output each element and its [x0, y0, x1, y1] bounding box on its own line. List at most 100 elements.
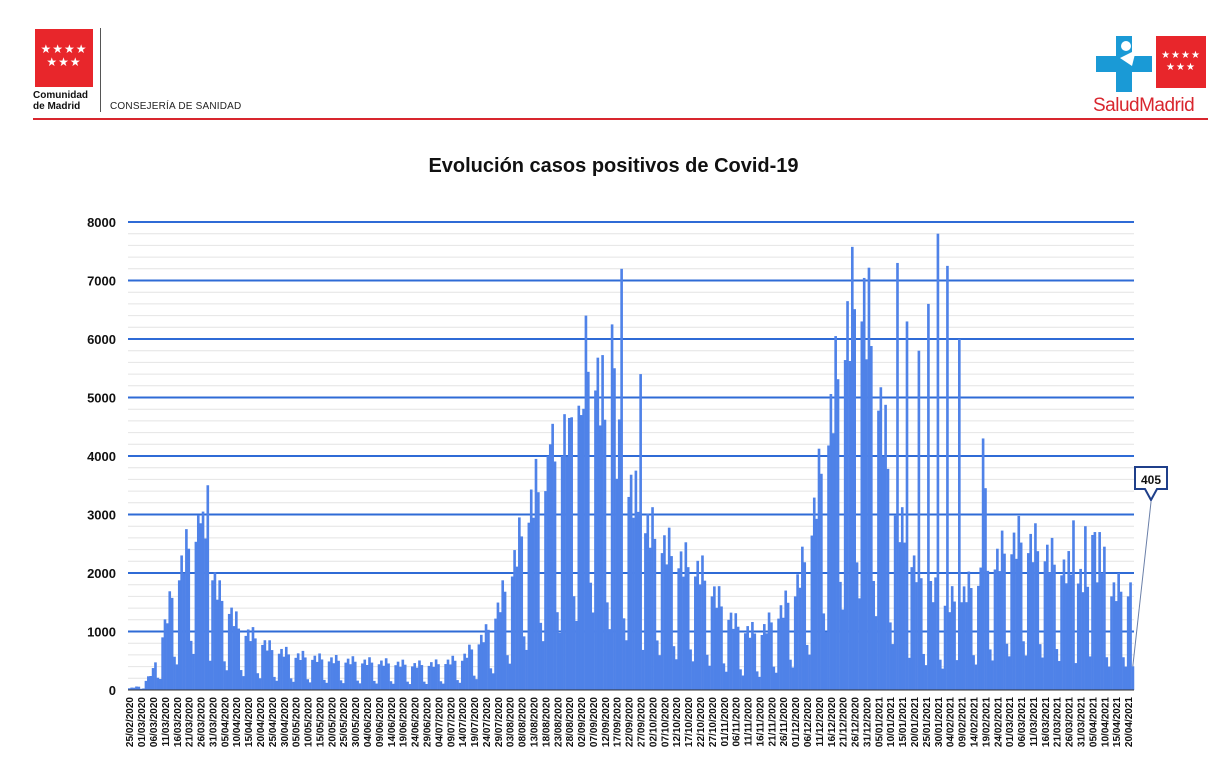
x-tick-label: 30/01/2021 — [934, 697, 945, 747]
logo-divider — [100, 28, 101, 112]
bar — [185, 529, 188, 691]
y-tick-label: 3000 — [87, 508, 116, 523]
bar — [865, 359, 868, 690]
bar — [358, 683, 362, 690]
bar — [472, 675, 476, 690]
bar — [817, 448, 821, 690]
x-tick-label: 21/11/2020 — [767, 697, 778, 747]
x-tick-label: 10/01/2021 — [886, 697, 897, 747]
stars-icon: ★★★★ ★★★ — [40, 42, 88, 69]
bar — [948, 612, 952, 690]
bar — [938, 659, 942, 690]
bar — [670, 556, 673, 690]
bar — [494, 618, 497, 690]
bar — [532, 517, 535, 690]
bar — [372, 680, 376, 690]
x-tick-label: 24/07/2020 — [482, 697, 493, 747]
x-tick-label: 10/04/2020 — [232, 697, 243, 747]
bar — [263, 640, 267, 690]
bar — [563, 414, 566, 690]
bar — [969, 588, 973, 690]
bar — [986, 570, 990, 690]
bar — [610, 324, 614, 691]
bar — [758, 676, 761, 690]
bar — [1095, 582, 1099, 690]
bar — [922, 653, 925, 690]
bar — [943, 605, 947, 690]
bar — [955, 660, 959, 690]
bar — [1086, 586, 1090, 690]
bar — [556, 612, 559, 690]
bar — [301, 650, 305, 690]
bar — [841, 609, 845, 690]
bar — [206, 485, 210, 690]
bar — [625, 640, 628, 690]
bar — [1100, 573, 1104, 690]
bar — [696, 560, 700, 690]
x-tick-label: 06/11/2020 — [732, 697, 743, 747]
org-name-line2: de Madrid — [33, 101, 81, 112]
x-tick-label: 14/06/2020 — [387, 697, 398, 747]
bar — [487, 629, 490, 690]
bar — [201, 511, 205, 690]
x-tick-label: 09/02/2021 — [958, 697, 969, 747]
bar — [161, 637, 164, 690]
department-name: CONSEJERÍA DE SANIDAD — [110, 101, 242, 112]
bar — [741, 675, 745, 690]
bar — [330, 657, 333, 690]
bar — [430, 662, 433, 690]
bar — [339, 680, 343, 690]
bar — [703, 580, 707, 690]
bar — [915, 582, 918, 690]
bar — [786, 602, 790, 690]
bar — [572, 596, 576, 690]
bar — [848, 361, 852, 690]
bar — [594, 390, 597, 690]
x-tick-label: 01/12/2020 — [791, 697, 802, 747]
bar — [974, 664, 978, 690]
bar — [617, 419, 621, 690]
x-tick-label: 25/04/2020 — [268, 697, 279, 747]
bar — [577, 405, 581, 690]
bar — [739, 669, 742, 690]
bar — [732, 628, 735, 690]
bar — [239, 670, 243, 690]
bar — [858, 598, 861, 690]
bar — [499, 612, 502, 690]
bar — [539, 622, 543, 690]
bar — [934, 577, 937, 690]
bar — [958, 339, 961, 690]
bar — [584, 315, 588, 690]
bar — [151, 668, 155, 690]
bar — [337, 660, 340, 690]
bar — [147, 676, 150, 690]
bar — [1103, 546, 1106, 690]
x-tick-label: 16/11/2020 — [755, 697, 766, 747]
bar — [441, 683, 445, 690]
bar — [567, 417, 571, 690]
bar — [627, 496, 631, 690]
bar — [1012, 532, 1016, 690]
chart-title: Evolución casos positivos de Covid-19 — [428, 155, 799, 177]
bar — [717, 586, 721, 690]
bar — [889, 622, 892, 690]
bar — [344, 662, 348, 690]
bar — [515, 566, 519, 690]
bar — [1110, 596, 1113, 690]
bar — [1010, 554, 1013, 690]
bar — [767, 612, 771, 690]
bar — [606, 602, 609, 690]
bar — [173, 656, 176, 690]
bar — [622, 618, 626, 690]
bar — [677, 568, 681, 690]
x-tick-label: 20/05/2020 — [327, 697, 338, 747]
bar — [377, 664, 381, 690]
bar — [1084, 526, 1087, 690]
bar — [891, 644, 895, 690]
x-tick-label: 20/04/2020 — [256, 697, 267, 747]
bar — [722, 663, 726, 690]
last-value-callout: 405 — [1132, 466, 1168, 667]
bar — [189, 640, 193, 690]
x-tick-label: 09/06/2020 — [375, 697, 386, 747]
